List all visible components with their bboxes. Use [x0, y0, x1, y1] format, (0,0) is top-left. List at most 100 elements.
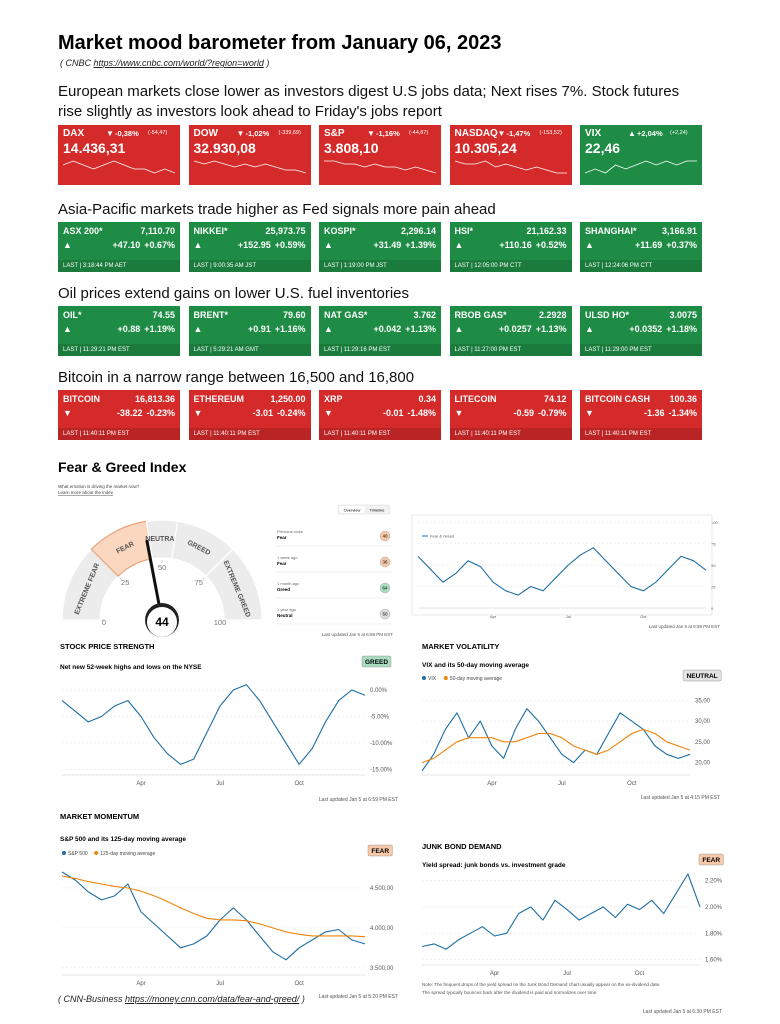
- ticker-arrow: ▲: [454, 324, 464, 334]
- x-tick-label: Oct: [294, 981, 304, 987]
- gauge-tick-label: 75: [195, 578, 203, 587]
- ticker-last: LAST | 5:29:21 AM GMT: [188, 344, 311, 356]
- ticker-change: (+2,24): [670, 130, 688, 136]
- ticker-arrow: ▼: [106, 129, 114, 138]
- ticker-arrow: ▼: [63, 408, 72, 418]
- ticker-arrow: ▲: [63, 240, 72, 250]
- ticker-change: -1.36: [643, 408, 665, 418]
- x-tick-label: Oct: [635, 971, 645, 977]
- ticker-change-pct: +1.19%: [144, 324, 175, 334]
- series-line: [421, 728, 691, 764]
- x-tick-label: Jul: [566, 614, 571, 619]
- ticker-tile: NASDAQ ▼ -1,47% (-153,52) 10.305,24: [449, 125, 572, 185]
- ticker-change-pct: -1,47%: [506, 129, 531, 138]
- rating-badge: [698, 853, 724, 866]
- legend-label: VIX: [428, 676, 437, 682]
- sparkline: [193, 160, 306, 174]
- tab-active: [339, 506, 365, 513]
- y-tick-label: -15.00%: [370, 768, 393, 774]
- y-tick-label: 3.500,00: [370, 966, 394, 972]
- ticker-change-row: +0.91 +1.16%: [248, 324, 306, 334]
- ticker-change-pct: +1.39%: [405, 240, 436, 250]
- ticker-price: 3.0075: [669, 310, 697, 320]
- y-tick-label: 1.60%: [705, 958, 723, 964]
- y-tick-label: 25,00: [695, 740, 711, 746]
- legend-swatch: [422, 676, 426, 680]
- history-value: 36: [382, 560, 388, 565]
- sparkline-box: [454, 160, 567, 174]
- gauge-tick-label: 50: [158, 563, 166, 572]
- note: Note: The frequent drops of the yield sp…: [422, 982, 660, 987]
- ticker-name: DOW: [193, 128, 218, 139]
- x-tick-label: Oct: [640, 614, 647, 619]
- y-tick-label: 30,00: [695, 719, 711, 725]
- ticker-change-pct: +2,04%: [637, 129, 663, 138]
- ticker-change-pct: -0.23%: [146, 408, 175, 418]
- ticker-change: -0.59: [513, 408, 534, 418]
- ticker-change-pct: +0.52%: [535, 240, 567, 250]
- series-line: [61, 871, 366, 961]
- ticker-change-pct: -0.24%: [276, 408, 306, 418]
- last-updated: Last updated Jan 5 at 5:20 PM EST: [319, 994, 398, 1000]
- tab[interactable]: Overview: [344, 508, 361, 513]
- x-tick-label: Jul: [216, 781, 224, 787]
- tab[interactable]: Timeline: [370, 508, 386, 513]
- y-tick-label: 25: [711, 585, 716, 590]
- ticker-change: +31.49: [373, 240, 402, 250]
- series-line: [61, 875, 366, 938]
- ticker-last: LAST | 11:40:11 PM EST: [58, 428, 180, 440]
- rating-badge-label: NEUTRAL: [687, 673, 718, 680]
- ticker-change: +152.95: [237, 240, 271, 250]
- gauge-value: 44: [155, 615, 169, 629]
- sparkline-box: [63, 160, 175, 174]
- ticker-arrow: ▲: [193, 324, 203, 334]
- ticker-price: 100.36: [669, 394, 697, 404]
- ticker-tile: BRENT* 79.60 ▲ +0.91 +1.16% LAST | 5:29:21 AM…: [188, 306, 311, 356]
- ticker-change-pct: -1,16%: [376, 129, 400, 138]
- footer-link[interactable]: https://money.cnn.com/data/fear-and-gree…: [125, 994, 300, 1004]
- ticker-change-row: +0.0352 +1.18%: [629, 324, 697, 334]
- ticker-tile: ETHEREUM 1,250.00 ▼ -3.01 -0.24% LAST | 11:40…: [188, 390, 311, 440]
- ticker-change-pct: +0.59%: [274, 240, 306, 250]
- rating-badge: [361, 655, 392, 668]
- ticker-price: 2,296.14: [400, 226, 436, 236]
- ticker-tile: DAX ▼ -0,38% (-54,47) 14.436,31: [58, 125, 180, 185]
- ticker-change-pct: +0.37%: [666, 240, 697, 250]
- gauge-zone-label: NEUTRAL: [145, 536, 179, 543]
- ticker-name: ETHEREUM: [193, 394, 245, 404]
- history-value: 64: [382, 586, 388, 591]
- ticker-price: 25,973.75: [265, 226, 306, 236]
- ticker-arrow: ▲: [585, 324, 594, 334]
- page-title: Market mood barometer from January 06, 2…: [58, 32, 502, 54]
- ticker-arrow: ▲: [193, 240, 203, 250]
- ticker-change-row: +0.0257 +1.13%: [499, 324, 567, 334]
- ticker-change: +0.88: [117, 324, 141, 334]
- history-badge: [379, 582, 391, 594]
- ticker-change: +0.0257: [498, 324, 532, 334]
- rating-badge: [367, 844, 393, 857]
- ticker-name: VIX: [585, 128, 602, 139]
- ticker-change: +0.042: [373, 324, 402, 334]
- ticker-arrow: ▲: [324, 240, 333, 250]
- ticker-last: LAST | 9:00:35 AM JST: [188, 260, 311, 272]
- ticker-change-pct: +1.13%: [405, 324, 436, 334]
- section-heading: European markets close lower as investor…: [58, 83, 680, 120]
- footer-prefix: ( CNN-Business: [58, 994, 123, 1004]
- ticker-name: DAX: [63, 128, 85, 139]
- y-tick-label: 2.00%: [705, 905, 723, 911]
- ticker-price: 7,110.70: [140, 226, 175, 236]
- x-tick-label: Jul: [563, 971, 571, 977]
- note: The spread typically bounces back after …: [422, 990, 597, 995]
- ticker-change-row: +0.042 +1.13%: [373, 324, 436, 334]
- ticker-price: 3.808,10: [324, 140, 379, 156]
- ticker-tile: BITCOIN CASH 100.36 ▼ -1.36 -1.34% LAST | 11:…: [580, 390, 702, 440]
- x-tick-label: Jul: [216, 981, 224, 987]
- legend-label: S&P 500: [68, 851, 88, 857]
- gauge-tick-label: 100: [214, 618, 227, 627]
- ticker-price: 1,250.00: [270, 394, 306, 404]
- ticker-name: HSI*: [454, 226, 474, 236]
- source-link[interactable]: https://www.cnbc.com/world/?region=world: [93, 58, 264, 68]
- ticker-change-row: -38.22 -0.23%: [117, 408, 175, 418]
